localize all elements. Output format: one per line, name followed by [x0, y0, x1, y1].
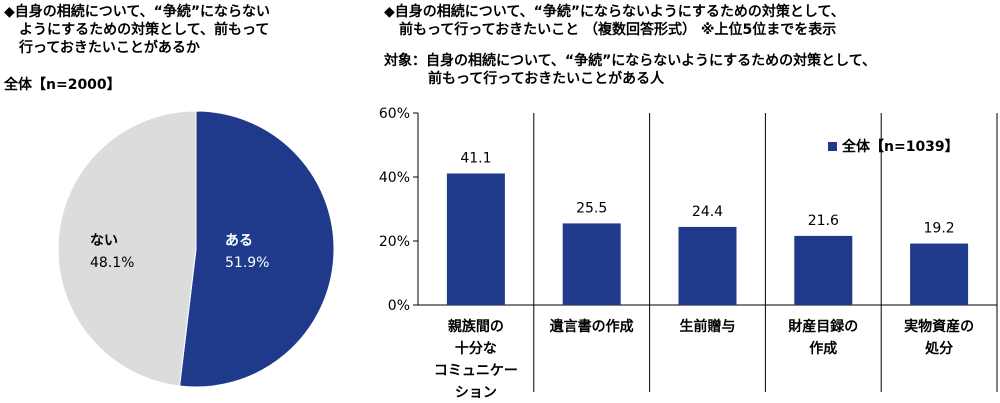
bar: [446, 173, 505, 305]
y-tick-label: 60%: [379, 106, 410, 122]
y-tick-label: 40%: [379, 170, 410, 186]
pie-title-line-2: ようにするための対策として、前もって: [19, 22, 270, 38]
pie-slice-label: ある: [225, 233, 253, 249]
pie-title-line-1: ◆自身の相続について、“争続”にならない: [4, 4, 271, 20]
pie-slice-value: 48.1%: [90, 255, 134, 271]
category-label: コミュニケー: [434, 363, 518, 379]
category-label: 親族間の: [448, 318, 504, 335]
y-tick-label: 0%: [388, 298, 410, 314]
pie-title-line-3: 行っておきたいことがあるか: [19, 40, 200, 56]
pie-chart: ある 51.9% ない 48.1%: [57, 110, 335, 388]
bar-chart-target: 対象：自身の相続について、“争続”にならないようにするための対策として、 前もっ…: [384, 52, 876, 88]
bar: [678, 226, 737, 305]
bar-value-label: 21.6: [808, 213, 839, 229]
pie-chart-sample-size: 全体【n=2000】: [4, 77, 121, 93]
bar: [562, 223, 621, 305]
bar: [794, 235, 853, 305]
bar-title-line-2: 前もって行っておきたいこと （複数回答形式） ※上位5位までを表示: [399, 22, 837, 38]
category-label: 十分な: [455, 340, 497, 357]
pie-slice-yes: [179, 110, 335, 388]
bar-chart-title: ◆自身の相続について、“争続”にならないようにするための対策として、 前もって行…: [384, 3, 845, 39]
category-label: 実物資産の: [904, 318, 974, 335]
pie-slice-value: 51.9%: [225, 255, 269, 271]
bar: [910, 243, 969, 305]
bar-value-label: 25.5: [576, 200, 607, 216]
category-label: 処分: [924, 340, 953, 357]
bar-value-label: 41.1: [460, 150, 491, 166]
category-label: 遺言書の作成: [550, 318, 634, 335]
pie-slice-no: [57, 110, 197, 387]
pie-chart-title: ◆自身の相続について、“争続”にならない ようにするための対策として、前もって …: [4, 3, 270, 57]
bar-value-label: 24.4: [692, 204, 723, 220]
y-tick-label: 20%: [379, 234, 410, 250]
legend-swatch: [828, 142, 837, 151]
legend-label: 全体【n=1039】: [841, 138, 959, 155]
category-label: 生前贈与: [680, 318, 736, 335]
category-label: ション: [455, 385, 497, 401]
bar-value-label: 19.2: [924, 221, 955, 237]
category-label: 作成: [809, 340, 837, 357]
pie-slice-label: ない: [90, 233, 118, 249]
category-label: 財産目録の: [787, 318, 858, 335]
bar-target-line-1: 対象：自身の相続について、“争続”にならないようにするための対策として、: [384, 53, 877, 69]
bar-title-line-1: ◆自身の相続について、“争続”にならないようにするための対策として、: [384, 4, 845, 20]
bar-target-line-2: 前もって行っておきたいことがある人: [428, 71, 665, 87]
